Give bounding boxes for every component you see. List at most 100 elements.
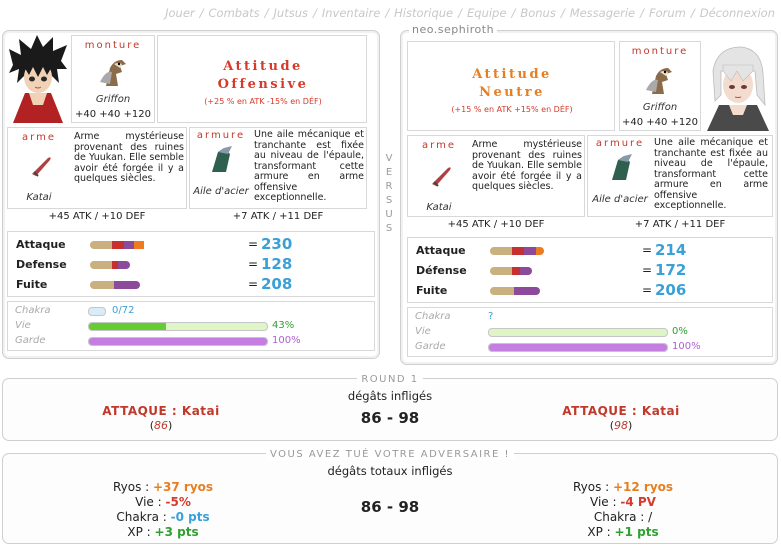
attitude-modifier: (+15 % en ATK +15% en DÉF) xyxy=(451,105,573,114)
armor-slot[interactable]: armure Aile d'acier Une aile mécanique e… xyxy=(189,127,367,209)
vie-bar xyxy=(488,328,668,337)
left-rewards: Ryos : +37 ryos Vie : -5% Chakra : -0 pt… xyxy=(63,480,263,540)
chakra-value: ? xyxy=(488,311,494,322)
nav-separator: / xyxy=(313,6,317,20)
vital-label: Vie xyxy=(415,326,431,337)
nav-historique[interactable]: Historique xyxy=(394,6,454,20)
nav-messagerie[interactable]: Messagerie xyxy=(569,6,636,20)
defense-bar xyxy=(90,261,130,269)
nav-deconnexion[interactable]: Déconnexion xyxy=(699,6,775,20)
nav-separator: / xyxy=(458,6,462,20)
right-attack-label: ATTAQUE : Katai xyxy=(562,404,680,418)
white-haired-ninja-icon xyxy=(707,46,769,131)
stats-box: Attaque = 214 Défense = 172 Fuite = 206 xyxy=(407,237,773,303)
vie-bar xyxy=(88,322,268,331)
right-rewards: Ryos : +12 ryos Vie : -4 PV Chakra : / X… xyxy=(523,480,723,540)
avatar xyxy=(703,41,773,131)
mount-bonus: +40 +40 +120 xyxy=(74,109,152,120)
weapon-name: Katai xyxy=(26,192,52,203)
flee-bar xyxy=(490,287,540,295)
stat-label: Attaque xyxy=(416,244,466,257)
chakra-row: Chakra 0/72 xyxy=(8,305,374,319)
mount-name: Griffon xyxy=(642,102,678,113)
nav-jouer[interactable]: Jouer xyxy=(165,6,195,20)
right-damage: (98) xyxy=(609,419,633,432)
mount-label: monture xyxy=(631,46,689,57)
stat-label: Attaque xyxy=(16,238,66,251)
attack-bar xyxy=(90,241,148,249)
mount-bonus: +40 +40 +120 xyxy=(621,117,699,128)
mount-slot[interactable]: monture Griffon +40 +40 +120 xyxy=(71,35,155,123)
equals-sign: = xyxy=(642,243,653,257)
griffon-icon xyxy=(646,68,672,94)
left-player-panel: monture Griffon +40 +40 +120 Attitude Off… xyxy=(2,30,380,359)
result-title: Vous avez tué votre adversaire ! xyxy=(3,447,777,460)
stat-value: 214 xyxy=(655,241,687,259)
chakra-value: 0/72 xyxy=(112,305,135,316)
chakra-bar xyxy=(88,307,106,316)
garde-value: 100% xyxy=(272,335,301,346)
mount-slot[interactable]: monture Griffon +40 +40 +120 xyxy=(619,41,701,131)
stats-box: Attaque = 230 Defense = 128 Fuite = 208 xyxy=(7,231,375,297)
aile-acier-icon xyxy=(212,146,232,172)
garde-value: 100% xyxy=(672,341,701,352)
nav-separator: / xyxy=(385,6,390,20)
attack-bar xyxy=(490,247,544,255)
attitude-box: Attitude Offensive (+25 % en ATK -15% en … xyxy=(157,35,367,123)
armor-name: Aile d'acier xyxy=(592,194,648,205)
nav-equipe[interactable]: Equipe xyxy=(467,6,507,20)
vie-row: Vie 0% xyxy=(408,326,772,340)
round-title: Round 1 xyxy=(3,372,777,385)
flee-bar xyxy=(90,281,140,289)
vitals-box: Chakra 0/72 Vie 43% Garde 100% xyxy=(7,301,375,351)
opponent-name[interactable]: neo.sephiroth xyxy=(409,23,498,36)
chakra-row: Chakra ? xyxy=(408,311,772,325)
weapon-slot[interactable]: arme Katai Arme mystérieuse provenant de… xyxy=(407,135,585,217)
weapon-description: Arme mystérieuse provenant des ruines de… xyxy=(472,139,582,192)
weapon-name: Katai xyxy=(426,202,452,213)
reward-row: Vie : -4 PV xyxy=(590,495,656,509)
griffon-icon xyxy=(100,60,126,86)
battle-result: Vous avez tué votre adversaire ! dégâts … xyxy=(2,449,778,544)
equals-sign: = xyxy=(248,277,259,291)
right-player-panel: neo.sephiroth Attitude Neutre (+15 % en A… xyxy=(400,23,778,365)
reward-row: Ryos : +12 ryos xyxy=(572,480,674,494)
attitude-title: Attitude Offensive xyxy=(217,59,309,92)
weapon-slot[interactable]: arme Katai Arme mystérieuse provenant de… xyxy=(7,127,187,209)
armor-bonus: +7 ATK / +11 DEF xyxy=(232,211,324,222)
stat-attack-row: Attaque = 230 xyxy=(8,235,374,256)
nav-forum[interactable]: Forum xyxy=(648,6,686,20)
stat-label: Defense xyxy=(16,258,67,271)
armor-label: armure xyxy=(196,130,246,141)
armor-slot[interactable]: armure Aile d'acier Une aile mécanique e… xyxy=(587,135,773,217)
nav-jutsus[interactable]: Jutsus xyxy=(273,6,308,20)
reward-row: XP : +3 pts xyxy=(127,525,199,539)
reward-row: Vie : -5% xyxy=(135,495,191,509)
vie-value: 0% xyxy=(672,326,688,337)
mount-label: monture xyxy=(84,40,142,51)
nav-bonus[interactable]: Bonus xyxy=(520,6,556,20)
armor-bonus: +7 ATK / +11 DEF xyxy=(634,219,726,230)
nav-inventaire[interactable]: Inventaire xyxy=(321,6,381,20)
katai-icon xyxy=(432,167,451,187)
vital-label: Vie xyxy=(15,320,31,331)
reward-row: XP : +1 pts xyxy=(587,525,659,539)
vitals-box: Chakra ? Vie 0% Garde 100% xyxy=(407,307,773,357)
result-subtitle: dégâts totaux infligés xyxy=(327,464,453,478)
armor-description: Une aile mécanique et tranchante est fix… xyxy=(254,129,364,203)
left-damage: (86) xyxy=(149,419,173,432)
nav-combats[interactable]: Combats xyxy=(208,6,260,20)
nav-separator: / xyxy=(199,6,204,20)
garde-bar xyxy=(488,343,668,352)
attitude-title: Attitude Neutre xyxy=(472,67,552,100)
dark-haired-ninja-icon xyxy=(9,35,67,123)
equals-sign: = xyxy=(642,283,653,297)
attitude-box: Attitude Neutre (+15 % en ATK +15% en DÉF… xyxy=(407,41,615,131)
vital-label: Garde xyxy=(15,335,46,346)
weapon-bonus: +45 ATK / +10 DEF xyxy=(447,219,545,230)
nav-separator: / xyxy=(511,6,516,20)
vie-row: Vie 43% xyxy=(8,320,374,334)
vital-label: Chakra xyxy=(415,311,451,322)
stat-value: 206 xyxy=(655,281,687,299)
garde-bar xyxy=(88,337,268,346)
